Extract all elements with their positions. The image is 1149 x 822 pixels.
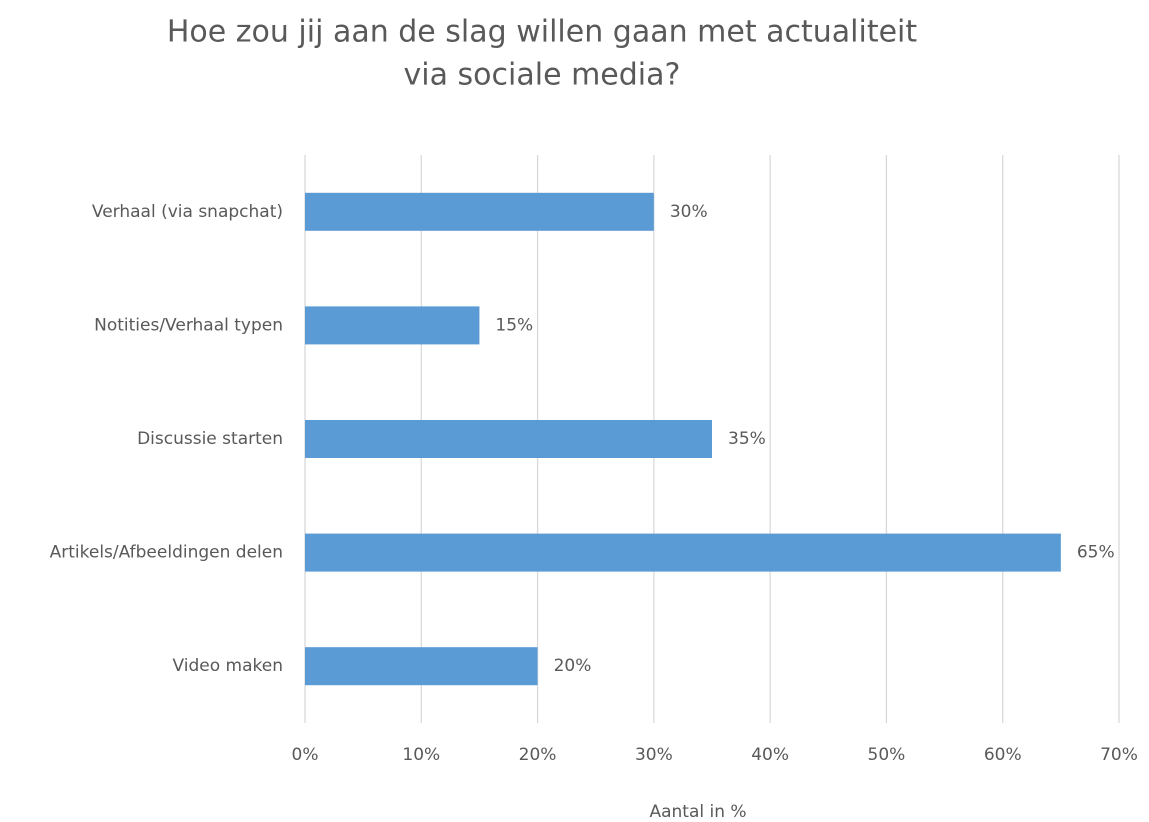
y-tick-label: Notities/Verhaal typen: [94, 315, 283, 335]
bar: [305, 306, 480, 345]
x-tick-label: 60%: [984, 745, 1022, 765]
bar: [305, 192, 654, 231]
bar: [305, 420, 712, 458]
data-label: 35%: [728, 429, 766, 449]
data-label: 20%: [554, 656, 592, 676]
bar: [305, 533, 1061, 572]
chart-title: Hoe zou jij aan de slag willen gaan met …: [167, 15, 918, 50]
y-tick-label: Artikels/Afbeeldingen delen: [50, 543, 283, 563]
data-label: 65%: [1077, 543, 1115, 563]
data-label: 30%: [670, 202, 708, 222]
data-label: 15%: [495, 315, 533, 335]
y-tick-label: Discussie starten: [137, 429, 283, 449]
x-tick-label: 30%: [635, 745, 673, 765]
x-tick-label: 20%: [519, 745, 557, 765]
x-axis-label: Aantal in %: [649, 802, 746, 822]
x-tick-label: 10%: [402, 745, 440, 765]
x-tick-label: 0%: [292, 745, 319, 765]
y-tick-label: Video maken: [173, 656, 283, 676]
bar: [305, 647, 538, 686]
x-tick-label: 50%: [868, 745, 906, 765]
x-tick-label: 70%: [1100, 745, 1138, 765]
x-tick-label: 40%: [751, 745, 789, 765]
y-tick-label: Verhaal (via snapchat): [92, 202, 283, 222]
chart-title: via sociale media?: [404, 58, 681, 93]
